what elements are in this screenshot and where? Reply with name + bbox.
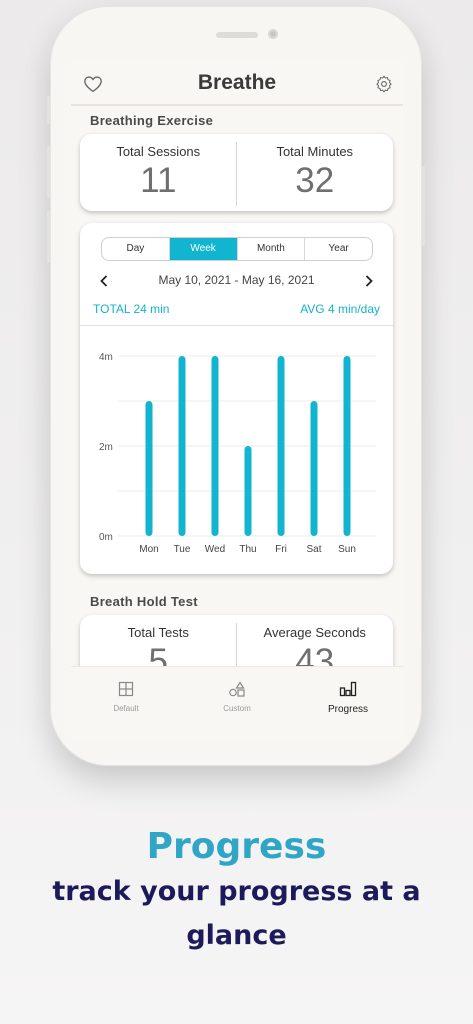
date-navigator: May 10, 2021 - May 16, 2021 <box>80 271 393 291</box>
promo-subline-2: glance <box>186 920 287 951</box>
phone-volume-up <box>47 146 50 198</box>
phone-power-button <box>422 166 425 246</box>
total-tests-label: Total Tests <box>127 625 189 640</box>
promo-subline-1: track your progress at a <box>52 876 421 907</box>
top-bar: Breathe <box>71 62 403 106</box>
grid-icon <box>118 681 134 697</box>
settings-gear-icon[interactable] <box>373 73 395 95</box>
bar-thu <box>244 446 252 536</box>
date-range-label: May 10, 2021 - May 16, 2021 <box>158 273 315 287</box>
weekly-bar-chart: 0m 2m 4m Mon Tue Wed Thu Fri Sat Sun <box>99 352 376 555</box>
x-tick-label: Wed <box>205 544 225 555</box>
x-tick-label: Fri <box>275 544 287 555</box>
x-tick-label: Tue <box>174 544 191 555</box>
promo-headline: Progress <box>146 826 327 867</box>
x-tick-label: Sat <box>306 544 321 555</box>
previous-chevron-icon[interactable] <box>95 271 113 291</box>
y-tick-label: 0m <box>99 532 113 543</box>
bar-fri <box>277 356 285 536</box>
total-minutes-label: Total Minutes <box>276 144 354 159</box>
favorite-heart-icon[interactable] <box>82 73 104 95</box>
shapes-icon <box>229 681 245 697</box>
nav-custom-label: Custom <box>223 704 251 713</box>
nav-default[interactable]: Default <box>71 681 181 713</box>
x-tick-label: Thu <box>239 544 256 555</box>
phone-volume-down <box>47 211 50 263</box>
nav-default-label: Default <box>113 704 139 713</box>
bar-chart-icon <box>339 681 357 697</box>
chart-card: Day Week Month Year May 10, 2021 - May 1… <box>80 223 393 574</box>
tab-week[interactable]: Week <box>169 238 238 260</box>
stats-divider <box>236 142 237 206</box>
bar-sat <box>310 401 318 536</box>
phone-camera <box>268 29 278 39</box>
y-tick-label: 2m <box>99 442 113 453</box>
nav-custom[interactable]: Custom <box>182 681 292 713</box>
nav-progress-label: Progress <box>327 704 368 715</box>
x-tick-label: Sun <box>338 544 356 555</box>
tab-day[interactable]: Day <box>102 238 170 260</box>
phone-speaker <box>216 32 258 38</box>
breathing-stats-card: Total Sessions 11 Total Minutes 32 <box>80 134 393 211</box>
app-title: Breathe <box>197 71 277 94</box>
app-screen: Breathe Breathing Exercise Total Session… <box>71 62 403 740</box>
bar-sun <box>343 356 351 536</box>
average-minutes-summary: AVG 4 min/day <box>300 302 380 316</box>
total-sessions-stat: Total Sessions 11 <box>80 134 237 201</box>
total-minutes-summary: TOTAL 24 min <box>93 302 170 316</box>
chart-header-divider <box>80 325 393 326</box>
total-sessions-value: 11 <box>140 161 177 200</box>
next-chevron-icon[interactable] <box>360 271 378 291</box>
bar-mon <box>145 401 153 536</box>
bar-tue <box>178 356 186 536</box>
y-tick-label: 4m <box>99 352 113 363</box>
total-minutes-stat: Total Minutes 32 <box>237 134 394 201</box>
total-minutes-value: 32 <box>295 161 335 200</box>
average-seconds-label: Average Seconds <box>263 625 366 640</box>
phone-side-button <box>47 96 50 124</box>
hold-stats-divider <box>236 623 237 687</box>
bottom-navigation: Default Custom Progress <box>71 666 403 740</box>
breath-hold-section-title: Breath Hold Test <box>90 594 198 609</box>
tab-month[interactable]: Month <box>238 238 306 260</box>
range-segmented-control: Day Week Month Year <box>101 237 373 261</box>
x-tick-label: Mon <box>139 544 158 555</box>
nav-progress[interactable]: Progress <box>293 681 403 715</box>
bar-wed <box>211 356 219 536</box>
tab-year[interactable]: Year <box>328 243 349 254</box>
total-sessions-label: Total Sessions <box>116 144 201 159</box>
breathing-section-title: Breathing Exercise <box>90 113 214 128</box>
